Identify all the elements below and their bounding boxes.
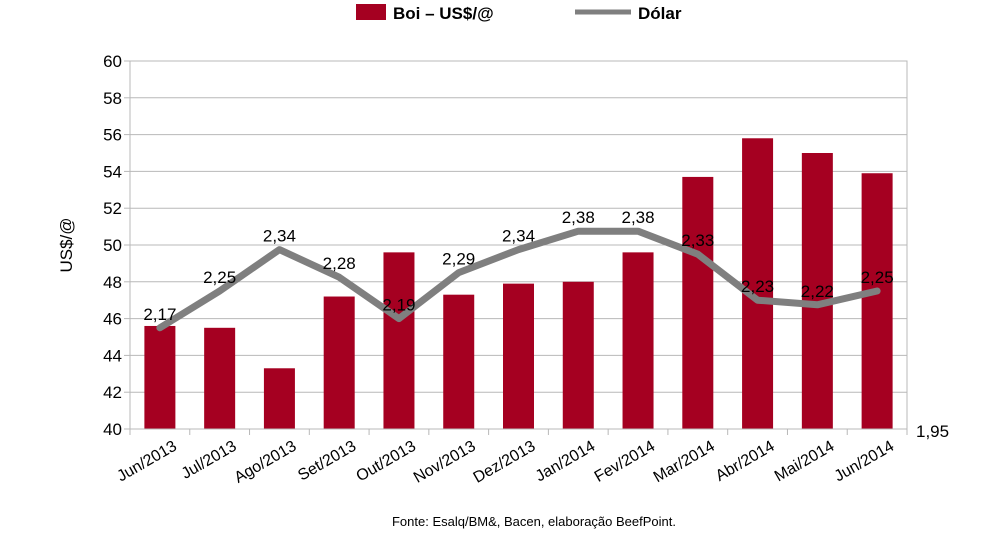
bar	[742, 138, 774, 429]
data-label: 2,33	[681, 231, 714, 250]
y-axis-ticks: 40 42 44 46 48 50 52 54 56 58 60	[103, 52, 122, 439]
data-label: 2,17	[143, 305, 176, 324]
x-tick-label: Jun/2014	[832, 438, 898, 486]
y-tick-label: 50	[103, 236, 122, 255]
data-label: 2,38	[621, 208, 654, 227]
y-tick-label: 52	[103, 199, 122, 218]
y-tick-label: 44	[103, 346, 122, 365]
x-tick-label: Dez/2013	[471, 438, 539, 487]
x-tick-label: Jun/2013	[114, 438, 180, 486]
x-tick-label: Abr/2014	[713, 438, 778, 485]
data-label: 2,29	[442, 250, 475, 269]
legend-swatch-boi	[356, 4, 386, 20]
y-tick-label: 42	[103, 383, 122, 402]
secondary-axis-label: 1,95	[916, 422, 949, 441]
y-tick-label: 48	[103, 273, 122, 292]
source-note: Fonte: Esalq/BM&, Bacen, elaboração Beef…	[392, 514, 676, 529]
dolar-line	[156, 227, 881, 332]
bar	[144, 325, 176, 429]
x-tick-label: Fev/2014	[592, 438, 658, 486]
x-tick-label: Mai/2014	[772, 438, 838, 486]
bar	[323, 296, 355, 429]
legend: Boi – US$/@ Dólar	[356, 4, 682, 23]
x-axis-ticks: Jun/2013Jul/2013Ago/2013Set/2013Out/2013…	[114, 438, 897, 487]
y-tick-label: 54	[103, 162, 122, 181]
x-tick-label: Nov/2013	[411, 438, 479, 487]
y-axis-title: US$/@	[57, 217, 76, 272]
data-label: 2,25	[861, 268, 894, 287]
x-tick-label: Ago/2013	[232, 438, 300, 487]
x-tick-label: Set/2013	[295, 438, 359, 485]
x-tick-label: Jan/2014	[533, 438, 599, 486]
plot-area-border	[129, 60, 908, 430]
x-tick-label: Jul/2013	[179, 438, 240, 483]
y-tick-label: 58	[103, 89, 122, 108]
bar	[562, 281, 594, 429]
bar	[263, 368, 295, 429]
bar	[204, 327, 236, 429]
x-tick-label: Out/2013	[353, 438, 419, 486]
bar	[383, 252, 415, 429]
bar	[443, 294, 475, 429]
y-tick-label: 46	[103, 310, 122, 329]
y-tick-label: 40	[103, 420, 122, 439]
y-tick-label: 56	[103, 126, 122, 145]
bar	[801, 153, 833, 429]
line-data-labels: 2,17 2,25 2,34 2,28 2,19 2,29 2,34 2,38 2,38 2,33…	[143, 208, 893, 324]
bar	[682, 176, 714, 429]
line-series	[156, 227, 881, 332]
data-label: 2,25	[203, 268, 236, 287]
x-tick-label: Mar/2014	[651, 438, 718, 487]
data-label: 2,23	[741, 277, 774, 296]
data-label: 2,22	[801, 282, 834, 301]
data-label: 2,38	[562, 208, 595, 227]
data-label: 2,34	[502, 227, 535, 246]
bar	[622, 252, 654, 429]
data-label: 2,19	[382, 296, 415, 315]
data-label: 2,28	[323, 254, 356, 273]
bar	[503, 283, 534, 429]
legend-label-boi: Boi – US$/@	[393, 4, 494, 23]
data-label: 2,34	[263, 227, 296, 246]
legend-label-dolar: Dólar	[638, 4, 682, 23]
y-tick-label: 60	[103, 52, 122, 71]
bar-series	[144, 138, 893, 429]
bar	[861, 173, 893, 429]
